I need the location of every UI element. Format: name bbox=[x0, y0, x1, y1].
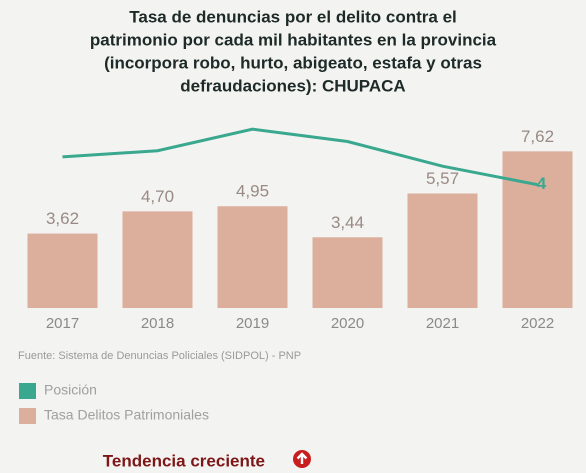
line bbox=[62, 127, 538, 187]
x-tick-label: 2021 bbox=[426, 315, 459, 332]
data-label: 7,62 bbox=[521, 127, 554, 146]
bar bbox=[312, 237, 383, 308]
source: Fuente: Sistema de Denuncias Policiales … bbox=[18, 350, 301, 362]
data-label: 4,95 bbox=[236, 182, 269, 201]
legend-swatch bbox=[19, 383, 36, 399]
legend-swatch bbox=[19, 408, 36, 424]
trend-icon bbox=[293, 450, 311, 468]
bar bbox=[407, 193, 478, 308]
data-label: 4 bbox=[537, 174, 547, 193]
bar bbox=[217, 206, 288, 308]
bar bbox=[502, 151, 573, 308]
data-label: 5,57 bbox=[426, 169, 459, 188]
x-tick-label: 2022 bbox=[521, 315, 554, 332]
chart-title: patrimonio por cada mil habitantes en la… bbox=[90, 30, 497, 49]
chart-title: Tasa de denuncias por el delito contra e… bbox=[129, 7, 457, 26]
x-tick-label: 2019 bbox=[236, 315, 269, 332]
legend-label: Posición bbox=[44, 382, 97, 398]
bar bbox=[122, 211, 193, 308]
x-tick-label: 2018 bbox=[141, 315, 174, 332]
data-label: 4,70 bbox=[141, 187, 174, 206]
x-tick-label: 2017 bbox=[46, 315, 79, 332]
data-label: 3,62 bbox=[46, 209, 79, 228]
data-label: 3,44 bbox=[331, 213, 364, 232]
chart-title: (incorpora robo, hurto, abigeato, estafa… bbox=[104, 53, 482, 72]
x-tick-label: 2020 bbox=[331, 315, 364, 332]
bar bbox=[27, 233, 98, 308]
chart-title: defraudaciones): CHUPACA bbox=[180, 76, 405, 95]
trend-text: Tendencia creciente bbox=[103, 451, 265, 470]
legend-label: Tasa Delitos Patrimoniales bbox=[44, 407, 209, 423]
